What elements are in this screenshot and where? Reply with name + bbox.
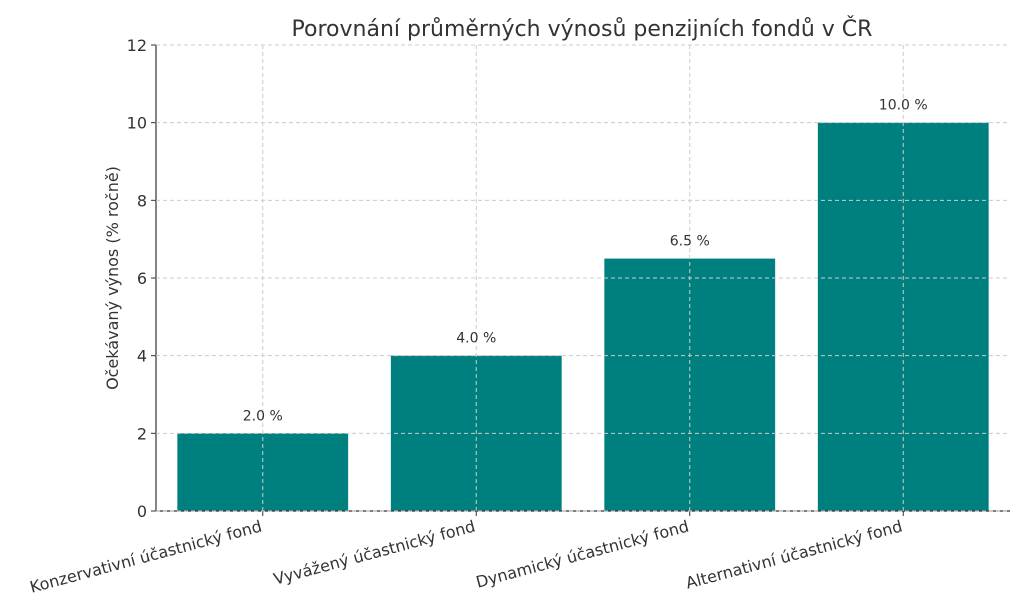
y-tick-label: 12 <box>127 36 147 55</box>
x-tick-label: Dynamický účastnický fond <box>474 517 691 592</box>
y-tick-label: 6 <box>137 269 147 288</box>
grid-layer <box>156 44 1010 512</box>
bars-layer <box>177 122 989 512</box>
labels-layer: 2.0 % Konzervativní účastnický fond 4.0 % V… <box>28 98 928 597</box>
y-axis-label: Očekávaný výnos (% ročně) <box>103 166 122 390</box>
x-tick-label: Vyvážený účastnický fond <box>272 517 478 589</box>
y-tick-label: 10 <box>127 114 147 133</box>
y-tick-label: 8 <box>137 191 147 210</box>
x-tick-label: Konzervativní účastnický fond <box>28 517 264 597</box>
y-tick-label: 0 <box>137 502 147 521</box>
y-tick-label: 4 <box>137 347 147 366</box>
bar-value-label: 4.0 % <box>456 331 496 347</box>
bar-value-label: 2.0 % <box>243 408 283 424</box>
bar-value-label: 10.0 % <box>879 98 928 114</box>
bar-value-label: 6.5 % <box>670 234 710 250</box>
y-tick-label: 2 <box>137 424 147 443</box>
chart-title: Porovnání průměrných výnosů penzijních f… <box>292 16 873 42</box>
x-tick-label: Alternativní účastnický fond <box>684 517 905 593</box>
